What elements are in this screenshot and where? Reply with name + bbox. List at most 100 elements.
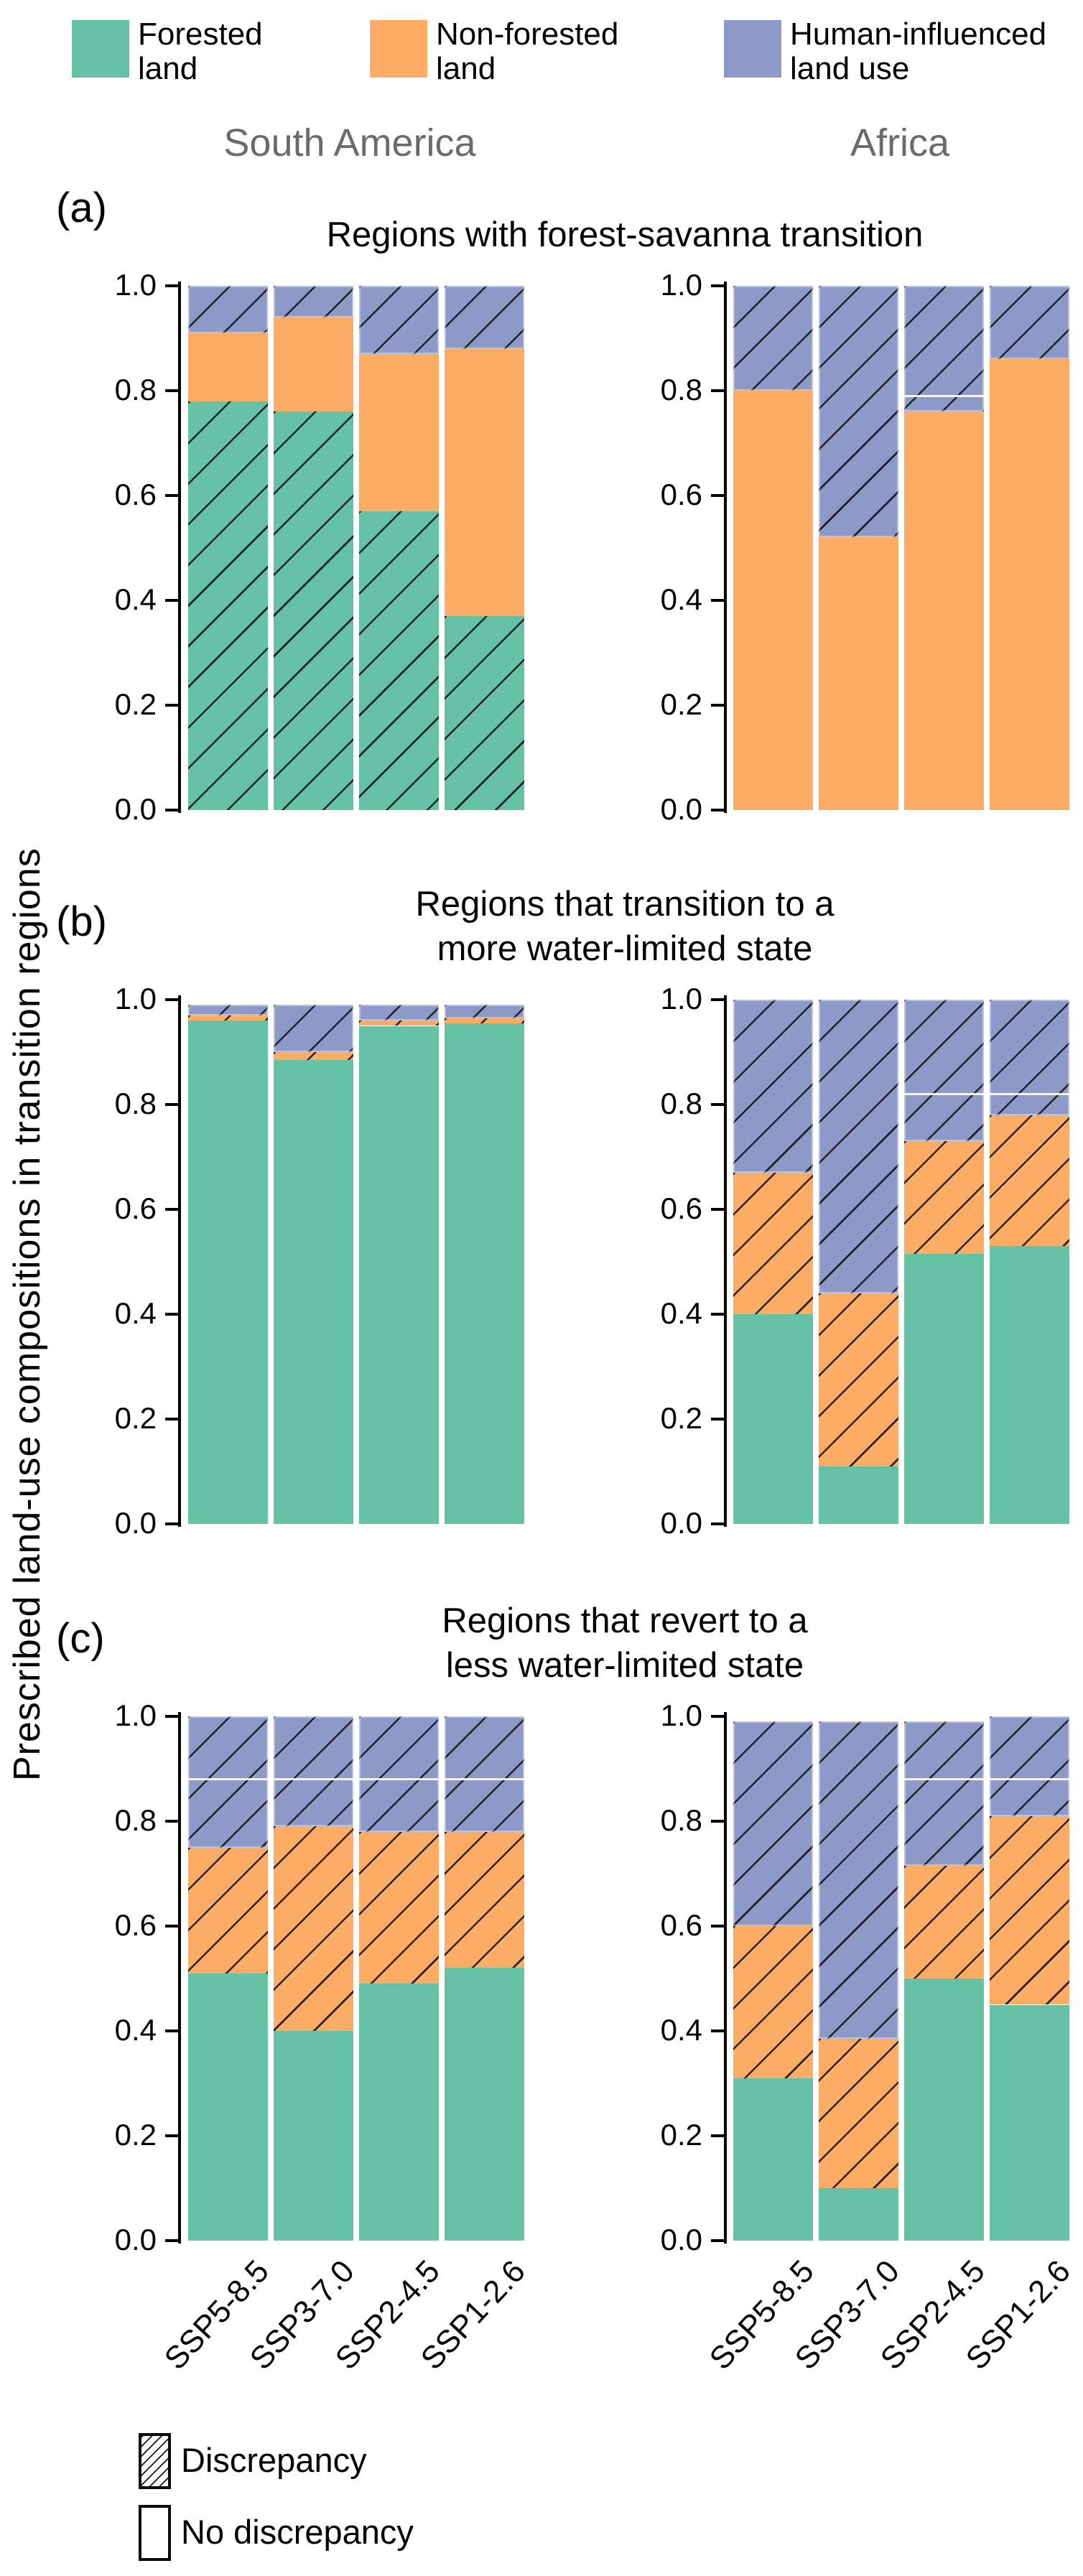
column-header-africa: Africa: [850, 121, 950, 164]
y-tick-mark: [711, 1313, 724, 1316]
y-tick-mark: [711, 2134, 724, 2137]
y-tick-label: 0.6: [660, 1191, 702, 1225]
y-tick-label: 0.4: [660, 2013, 702, 2047]
y-tick-label: 0.2: [114, 687, 157, 721]
segment-forested-discrepancy: [445, 615, 524, 810]
segment-human-discrepancy: [733, 1721, 813, 1926]
x-tick-label-SSP1-2.6: SSP1-2.6: [959, 2254, 1077, 2377]
segment-divider: [990, 1092, 1069, 1095]
panel-label-c: (c): [56, 1615, 105, 1662]
y-tick-label: 0.0: [114, 1506, 157, 1540]
y-tick-mark: [165, 1925, 178, 1928]
forested-land-swatch-icon: [72, 20, 129, 78]
y-tick-label: 0.2: [660, 2118, 702, 2152]
panel-title: Regions that revert to a less water-limit…: [180, 1599, 1070, 1688]
discrepancy-swatch-icon: [139, 2433, 171, 2489]
no-discrepancy-label: No discrepancy: [181, 2513, 414, 2551]
y-tick-label: 1.0: [114, 1698, 157, 1732]
panel-title-line: Regions with forest-savanna transition: [326, 215, 924, 254]
y-tick-label: 0.0: [660, 2223, 702, 2256]
segment-human-discrepancy: [445, 1716, 524, 1832]
y-tick-mark: [711, 809, 724, 812]
y-tick-mark: [165, 2029, 178, 2032]
x-tick-label-SSP2-4.5: SSP2-4.5: [873, 2254, 992, 2377]
segment-human-discrepancy: [733, 286, 813, 391]
y-tick-label: 0.6: [660, 478, 702, 511]
y-tick-mark: [711, 2239, 724, 2242]
legend-label-line: Human-influenced: [790, 17, 1047, 52]
segment-forested: [904, 1254, 984, 1524]
segment-non_forested: [188, 333, 268, 401]
segment-non_forested: [990, 359, 1069, 810]
y-tick-mark: [711, 704, 724, 707]
segment-forested-discrepancy: [274, 411, 353, 810]
segment-divider: [904, 394, 984, 397]
segment-divider: [990, 1778, 1069, 1781]
y-tick-mark: [165, 1522, 178, 1525]
panel-label-a: (a): [56, 185, 107, 231]
segment-divider: [359, 1778, 439, 1781]
segment-forested: [274, 1059, 353, 1524]
segment-forested: [733, 2078, 813, 2241]
segment-divider: [274, 1778, 353, 1781]
y-tick-mark: [165, 1418, 178, 1420]
segment-forested: [819, 1466, 898, 1524]
panel-title-line: Regions that revert to a: [442, 1601, 808, 1640]
legend-label-line: Forested: [138, 17, 263, 52]
y-tick-mark: [165, 1103, 178, 1106]
segment-forested: [359, 1984, 439, 2241]
y-tick-mark: [711, 1522, 724, 1525]
segment-divider: [904, 1778, 984, 1781]
segment-forested-discrepancy: [359, 511, 439, 810]
segment-human-discrepancy: [188, 1005, 268, 1015]
y-tick-mark: [165, 1313, 178, 1316]
y-tick-mark: [711, 998, 724, 1001]
segment-non_forested-discrepancy: [188, 1847, 268, 1973]
segment-non_forested: [904, 411, 984, 810]
y-tick-mark: [711, 599, 724, 602]
legend-label-line: land: [138, 51, 198, 86]
y-tick-mark: [165, 389, 178, 392]
segment-non_forested-discrepancy: [445, 1831, 524, 1968]
y-tick-mark: [711, 1925, 724, 1928]
y-tick-label: 0.0: [114, 2223, 157, 2256]
segment-human-discrepancy: [819, 286, 898, 538]
y-tick-mark: [711, 284, 724, 287]
y-tick-mark: [711, 1418, 724, 1420]
legend-label-line: Non-forested: [436, 17, 619, 52]
y-tick-mark: [165, 2239, 178, 2242]
segment-non_forested: [274, 317, 353, 412]
segment-forested-discrepancy: [188, 401, 268, 810]
segment-human-discrepancy: [188, 1716, 268, 1848]
segment-human-discrepancy: [904, 1721, 984, 1866]
segment-non_forested-discrepancy: [819, 1293, 898, 1466]
y-axis-label: Prescribed land-use compositions in tran…: [6, 847, 48, 1781]
y-tick-label: 0.2: [114, 1401, 157, 1435]
segment-human-discrepancy: [274, 1716, 353, 1827]
y-tick-label: 0.6: [114, 1191, 157, 1225]
panel-title: Regions that transition to a more water-l…: [180, 882, 1070, 971]
legend-label-line: land use: [790, 51, 910, 86]
segment-forested: [188, 1973, 268, 2241]
segment-human-discrepancy: [445, 1005, 524, 1018]
x-tick-label-SSP2-4.5: SSP2-4.5: [328, 2254, 447, 2377]
y-tick-label: 0.4: [114, 1296, 157, 1330]
segment-non_forested-discrepancy: [819, 2038, 898, 2188]
y-tick-label: 1.0: [660, 1698, 702, 1732]
x-tick-label-SSP3-7.0: SSP3-7.0: [788, 2254, 906, 2377]
segment-forested: [819, 2188, 898, 2241]
x-tick-label-SSP5-8.5: SSP5-8.5: [157, 2254, 276, 2377]
y-tick-mark: [165, 284, 178, 287]
segment-non_forested-discrepancy: [274, 1826, 353, 2031]
y-axis-spine: [178, 282, 181, 813]
legend-item-label: Non-forested land: [436, 17, 618, 86]
segment-non_forested-discrepancy: [990, 1115, 1069, 1247]
segment-non_forested-discrepancy: [274, 1052, 353, 1060]
segment-forested: [733, 1314, 813, 1524]
segment-human-discrepancy: [445, 286, 524, 349]
segment-forested: [445, 1968, 524, 2241]
y-tick-mark: [165, 1820, 178, 1823]
segment-human-discrepancy: [733, 1000, 813, 1173]
panel-title-line: less water-limited state: [445, 1646, 804, 1685]
